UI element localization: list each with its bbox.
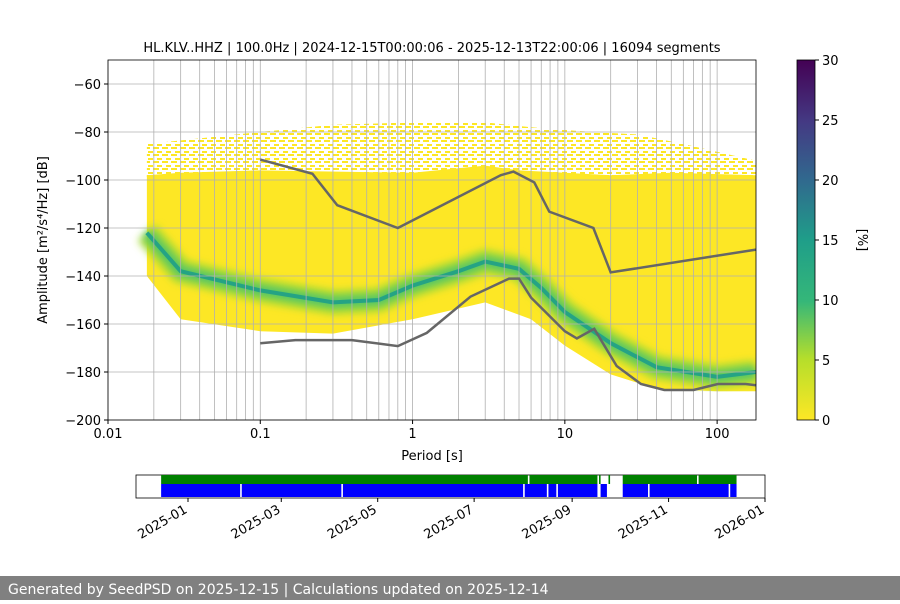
psd-segment [161, 484, 241, 497]
timeline-tick-label: 2025-07 [422, 502, 477, 542]
colorbar-tick-label: 10 [822, 294, 839, 309]
noise-model-line-nlnm [260, 277, 757, 392]
x-axis-label: Period [s] [401, 449, 463, 464]
y-tick-label: −200 [65, 414, 101, 429]
data-availability-segment [608, 475, 611, 484]
colorbar-tick-label: 25 [822, 114, 839, 129]
data-availability-segment [599, 475, 601, 484]
data-availability-segment [698, 475, 737, 484]
colorbar [796, 59, 816, 421]
data-availability-segment [622, 475, 698, 484]
timeline-tick-label: 2025-01 [135, 502, 190, 542]
colorbar-label: [%] [854, 229, 869, 252]
y-tick-label: −180 [65, 366, 101, 381]
data-availability-segment [529, 475, 598, 484]
colorbar-tick-label: 30 [822, 54, 839, 69]
psd-segment [524, 484, 547, 497]
y-tick-label: −120 [65, 222, 101, 237]
y-tick-label: −60 [74, 78, 101, 93]
psd-segment [342, 484, 524, 497]
noise-model-line-nhnm [259, 158, 757, 274]
y-tick-label: −160 [65, 318, 101, 333]
y-tick-label: −100 [65, 174, 101, 189]
x-tick-label: 0.01 [94, 427, 123, 442]
psd-segment [730, 484, 737, 497]
psd-segment [241, 484, 342, 497]
x-tick-label: 10 [557, 427, 574, 442]
x-tick-label: 0.1 [250, 427, 271, 442]
data-availability-segment [161, 475, 528, 484]
timeline-tick-label: 2025-05 [325, 502, 380, 542]
timeline-tick-label: 2025-03 [229, 502, 284, 542]
timeline-tick-label: 2025-09 [520, 502, 575, 542]
colorbar-tick-label: 15 [822, 234, 839, 249]
timeline-tick-label: 2025-11 [616, 502, 671, 542]
colorbar-tick-label: 5 [822, 354, 830, 369]
y-axis-label: Amplitude [m²/s⁴/Hz] [dB] [36, 156, 51, 324]
psd-segment [649, 484, 729, 497]
psd-segment [622, 484, 649, 497]
footer-text: Generated by SeedPSD on 2025-12-15 | Cal… [0, 576, 900, 600]
psd-segment [548, 484, 557, 497]
psd-segment [557, 484, 598, 497]
y-tick-label: −140 [65, 270, 101, 285]
colorbar-tick-label: 20 [822, 174, 839, 189]
x-tick-label: 100 [705, 427, 730, 442]
psd-segment [600, 484, 607, 497]
chart-title: HL.KLV..HHZ | 100.0Hz | 2024-12-15T00:00… [143, 41, 720, 56]
timeline-tick-label: 2026-01 [712, 502, 767, 542]
y-tick-label: −80 [74, 126, 101, 141]
plot-frame [107, 59, 757, 421]
sparse-density-region [146, 122, 756, 180]
x-tick-label: 1 [408, 427, 416, 442]
colorbar-tick-label: 0 [822, 414, 830, 429]
